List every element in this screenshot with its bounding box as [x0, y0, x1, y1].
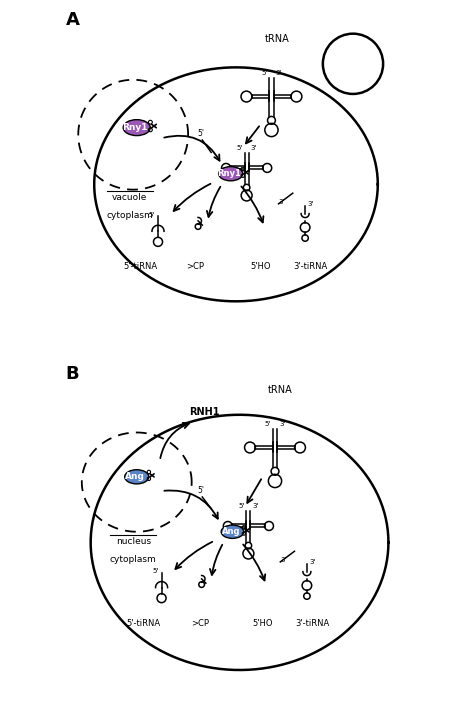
Text: 5'-tiRNA: 5'-tiRNA — [127, 619, 161, 627]
Text: 5'HO: 5'HO — [251, 262, 271, 272]
FancyBboxPatch shape — [242, 521, 254, 530]
Text: 3': 3' — [310, 559, 316, 565]
Text: 5': 5' — [152, 568, 159, 574]
Text: Rny1: Rny1 — [217, 169, 241, 178]
FancyBboxPatch shape — [264, 91, 279, 101]
Text: 5': 5' — [197, 486, 204, 495]
Text: 3': 3' — [276, 70, 282, 77]
Text: 3': 3' — [308, 201, 314, 207]
Text: 5': 5' — [197, 129, 204, 138]
Text: RNH1: RNH1 — [189, 407, 219, 417]
Text: 3': 3' — [280, 557, 287, 563]
Text: 5': 5' — [238, 503, 244, 509]
Circle shape — [244, 184, 250, 191]
Text: Rny1: Rny1 — [122, 123, 148, 132]
Circle shape — [268, 116, 275, 124]
Ellipse shape — [125, 469, 149, 484]
Ellipse shape — [221, 525, 244, 538]
Text: 5': 5' — [236, 145, 243, 151]
Ellipse shape — [219, 167, 243, 181]
Text: 5': 5' — [149, 212, 155, 218]
Text: 3': 3' — [278, 199, 285, 205]
Text: 5'HO: 5'HO — [253, 619, 273, 627]
Text: 3'-tiRNA: 3'-tiRNA — [295, 619, 329, 627]
Text: 5': 5' — [265, 421, 271, 428]
Text: cytoplasm: cytoplasm — [110, 554, 157, 564]
Text: 3': 3' — [252, 503, 259, 509]
Text: vacuole: vacuole — [112, 193, 147, 202]
Circle shape — [271, 467, 279, 475]
Text: tRNA: tRNA — [264, 34, 289, 44]
Text: 3'-tiRNA: 3'-tiRNA — [293, 262, 328, 272]
Text: >CP: >CP — [186, 262, 204, 272]
Ellipse shape — [123, 120, 150, 135]
Circle shape — [323, 33, 383, 94]
Text: 5': 5' — [261, 70, 267, 77]
Circle shape — [245, 542, 252, 549]
Text: >CP: >CP — [192, 619, 210, 627]
Text: 5'-tiRNA: 5'-tiRNA — [123, 262, 157, 272]
Text: A: A — [66, 11, 80, 28]
Text: 3': 3' — [279, 421, 286, 428]
Text: 3': 3' — [250, 145, 257, 151]
Text: B: B — [66, 365, 79, 383]
FancyBboxPatch shape — [240, 163, 253, 172]
Text: Ang: Ang — [126, 472, 145, 481]
Text: Ang: Ang — [222, 527, 240, 536]
Text: cytoplasm: cytoplasm — [106, 211, 153, 220]
Text: nucleus: nucleus — [116, 537, 151, 546]
Text: tRNA: tRNA — [268, 385, 293, 396]
FancyBboxPatch shape — [268, 442, 283, 452]
